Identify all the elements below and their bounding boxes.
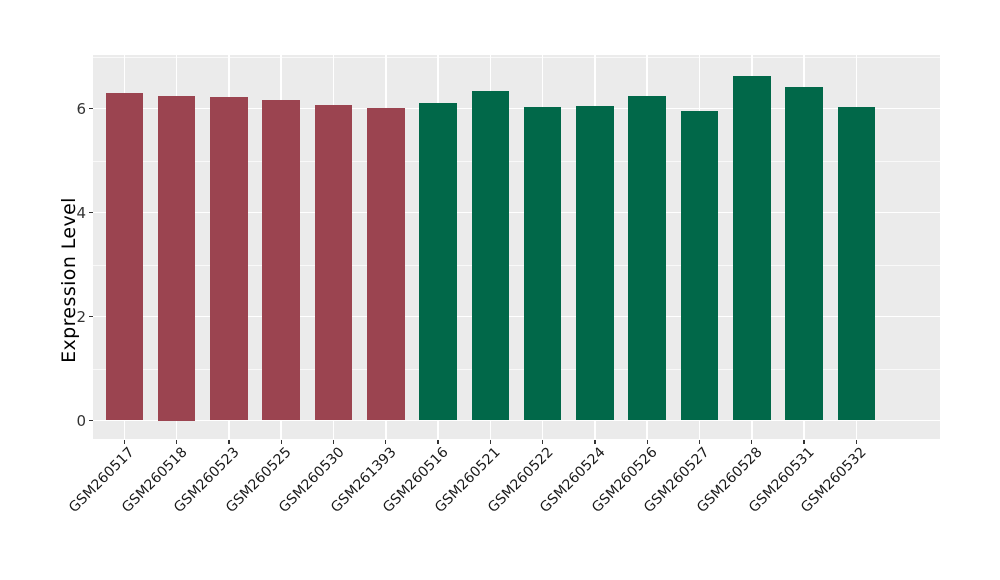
bar [157, 95, 196, 421]
y-tick-label: 6 [76, 99, 86, 118]
bar [262, 99, 301, 421]
bar [732, 76, 771, 421]
gridline-minor-h [93, 264, 940, 266]
bar [680, 111, 719, 421]
bar [419, 102, 457, 421]
bar [366, 107, 405, 421]
bar [785, 87, 823, 421]
x-tick-mark [803, 439, 805, 444]
x-tick-mark [751, 439, 753, 444]
x-tick-mark [646, 439, 648, 444]
x-tick-mark [123, 439, 125, 444]
y-tick-label: 2 [76, 307, 86, 326]
bar [105, 92, 144, 421]
y-tick-label: 4 [76, 203, 86, 222]
x-tick-mark [594, 439, 596, 444]
x-tick-mark [176, 439, 178, 444]
y-tick-mark [88, 107, 93, 110]
bar [523, 107, 562, 421]
gridline-minor-h [93, 56, 940, 58]
y-axis-title: Expression Level [58, 197, 80, 363]
gridline-minor-h [93, 160, 940, 162]
x-tick-mark [698, 439, 701, 444]
x-tick-mark [542, 439, 544, 444]
gridline-major-h [93, 107, 940, 110]
x-tick-mark [855, 439, 857, 444]
bar [471, 91, 510, 421]
bar [210, 96, 248, 421]
x-tick-mark [280, 439, 282, 444]
y-tick-mark [88, 211, 93, 214]
x-tick-mark [228, 439, 230, 444]
x-tick-mark [385, 439, 387, 444]
x-tick-mark [437, 439, 439, 444]
y-tick-mark [88, 419, 93, 422]
y-tick-mark [88, 315, 93, 318]
gridline-major-h [93, 211, 940, 214]
bar [314, 104, 353, 421]
bar [628, 96, 667, 421]
bar [576, 106, 614, 421]
gridline-minor-h [93, 368, 940, 370]
y-tick-label: 0 [76, 411, 86, 430]
x-tick-mark [332, 439, 335, 444]
x-tick-mark [489, 439, 491, 444]
bar [837, 107, 876, 421]
gridline-major-h [93, 419, 940, 422]
gridline-major-h [93, 315, 940, 318]
